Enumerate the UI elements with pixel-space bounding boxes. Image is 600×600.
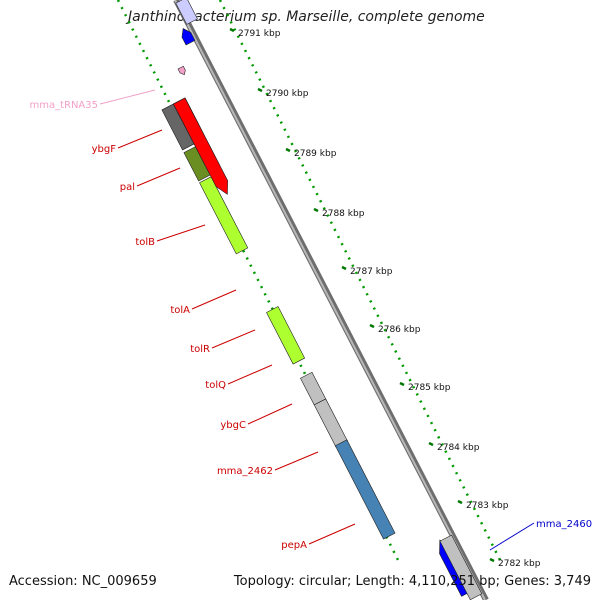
label-leader-pal xyxy=(136,167,181,187)
gene-block-upstream xyxy=(175,0,198,25)
scale-tick-label: 2788 kbp xyxy=(322,209,365,219)
scale-tick-label: 2786 kbp xyxy=(378,325,421,335)
gene-label-ybgF: ybgF xyxy=(92,144,117,155)
gene-arrow-pepA xyxy=(173,97,228,195)
scale-ticks: 2791 kbp 2790 kbp 2789 kbp 2788 kbp 2787 kbp… xyxy=(229,27,541,569)
category-block xyxy=(313,398,349,448)
genome-summary-text: Topology: circular; Length: 4,110,251 bp… xyxy=(233,574,591,589)
gene-track xyxy=(173,0,483,600)
scale-tick-label: 2783 kbp xyxy=(466,501,509,511)
scale-tick-mark xyxy=(285,147,291,153)
gene-label-tolR: tolR xyxy=(190,344,210,355)
category-block xyxy=(199,176,249,255)
label-leader-mma_tRNA35 xyxy=(99,89,156,105)
gene-label-mma_tRNA35: mma_tRNA35 xyxy=(29,100,98,111)
scale-tick-label: 2789 kbp xyxy=(294,149,337,159)
gene-label-mma_2462: mma_2462 xyxy=(217,466,273,477)
category-block xyxy=(300,371,327,406)
label-leader-tolA xyxy=(191,289,237,310)
gene-arrow-mma_tRNA35 xyxy=(177,65,186,76)
scale-tick-mark xyxy=(369,323,375,329)
scale-tick-mark xyxy=(489,557,495,563)
label-leader-mma_2462 xyxy=(274,451,319,471)
gene-label-pepA: pepA xyxy=(281,540,307,551)
label-leader-pepA xyxy=(308,523,356,545)
scale-tick-mark xyxy=(341,265,347,271)
gene-label-tolB: tolB xyxy=(135,237,155,248)
scale-tick-label: 2790 kbp xyxy=(266,89,309,99)
gene-label-pal: pal xyxy=(120,182,135,193)
scale-dot-rings xyxy=(116,0,502,561)
gene-arrow-mma_2460-top xyxy=(181,27,196,46)
scale-tick-mark xyxy=(229,27,235,33)
scale-tick-label: 2785 kbp xyxy=(408,383,451,393)
gene-label-tolQ: tolQ xyxy=(205,380,226,391)
category-block xyxy=(334,439,396,540)
category-track xyxy=(161,103,396,540)
label-leader-tolB xyxy=(156,224,206,242)
outer-dot-ring xyxy=(218,0,502,561)
gene-label-tolA: tolA xyxy=(170,305,190,316)
gene-labels: mma_tRNA35 ybgF pal tolB tolA tolR tolQ ybgC mma… xyxy=(29,89,592,551)
scale-tick-mark xyxy=(428,441,434,447)
scale-tick-mark xyxy=(313,207,319,213)
label-leader-tolR xyxy=(211,329,256,349)
gene-label-mma_2460: mma_2460 xyxy=(536,519,592,530)
accession-text: Accession: NC_009659 xyxy=(9,574,157,589)
scale-tick-mark xyxy=(257,87,263,93)
scale-tick-mark xyxy=(399,381,405,387)
label-leader-mma_2460 xyxy=(489,522,535,551)
scale-tick-label: 2782 kbp xyxy=(498,559,541,569)
gene-label-ybgC: ybgC xyxy=(220,420,246,431)
category-block xyxy=(266,306,306,365)
label-leader-ybgC xyxy=(247,403,293,425)
label-leader-ybgF xyxy=(117,129,163,149)
scale-tick-label: 2787 kbp xyxy=(350,267,393,277)
scale-tick-label: 2791 kbp xyxy=(238,29,281,39)
map-title: Janthinobacterium sp. Marseille, complet… xyxy=(128,9,485,25)
genome-backbone xyxy=(173,0,489,600)
scale-tick-label: 2784 kbp xyxy=(437,443,480,453)
label-leader-tolQ xyxy=(227,364,273,385)
scale-tick-mark xyxy=(457,499,463,505)
